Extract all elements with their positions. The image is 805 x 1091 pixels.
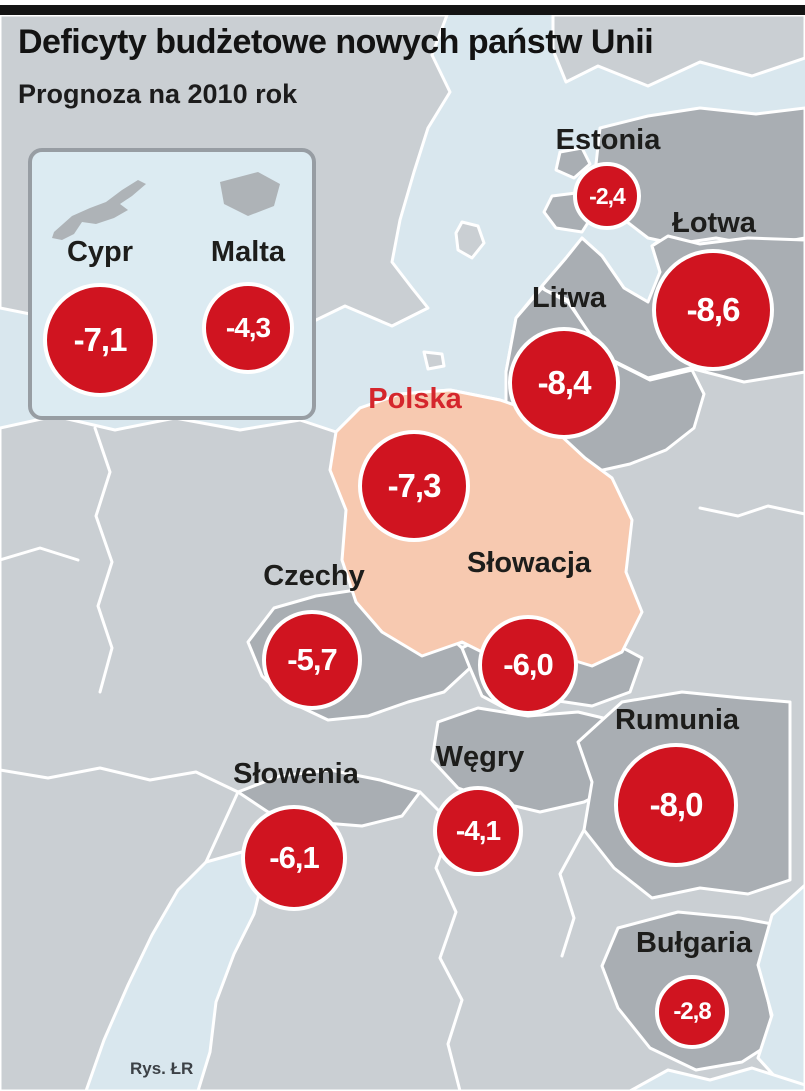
deficit-bubble-polska: -7,3 <box>358 430 470 542</box>
aegean-sea <box>628 1066 805 1091</box>
finland-land <box>551 13 805 88</box>
infographic-title: Deficyty budżetowe nowych państw Unii <box>18 23 654 61</box>
deficit-value-polska: -7,3 <box>387 467 442 504</box>
deficit-bubble-czechy: -5,7 <box>262 610 362 710</box>
bornholm-island <box>422 350 446 371</box>
label-bulgaria: Bułgaria <box>635 927 753 959</box>
cyprus-shape <box>52 180 146 240</box>
deficit-value-wegry: -4,1 <box>455 815 501 846</box>
label-czechy: Czechy <box>263 560 365 592</box>
deficit-value-slowacja: -6,0 <box>503 647 553 682</box>
deficit-value-czechy: -5,7 <box>287 642 337 677</box>
deficit-bubble-rumunia: -8,0 <box>614 743 738 867</box>
label-slowenia: Słowenia <box>233 758 359 790</box>
black-sea <box>756 883 805 1091</box>
infographic-subtitle: Prognoza na 2010 rok <box>18 79 298 109</box>
deficit-value-cypr: -7,1 <box>73 321 128 358</box>
deficit-value-lotwa: -8,6 <box>686 291 741 328</box>
deficit-bubble-lotwa: -8,6 <box>652 249 774 371</box>
deficit-bubble-bulgaria: -2,8 <box>655 975 729 1049</box>
deficit-bubble-malta: -4,3 <box>202 282 294 374</box>
label-rumunia: Rumunia <box>614 704 740 736</box>
deficit-value-rumunia: -8,0 <box>649 786 704 823</box>
deficit-value-litwa: -8,4 <box>537 364 592 401</box>
deficit-bubble-slowenia: -6,1 <box>241 805 347 911</box>
deficit-value-malta: -4,3 <box>225 312 271 343</box>
deficit-bubble-wegry: -4,1 <box>433 786 523 876</box>
gotland-island <box>454 220 486 260</box>
label-cypr: Cypr <box>66 236 134 268</box>
label-slowacja: Słowacja <box>466 547 592 579</box>
deficit-bubble-estonia: -2,4 <box>573 162 641 230</box>
malta-shape <box>220 172 280 216</box>
label-estonia: Estonia <box>555 124 661 156</box>
deficit-value-estonia: -2,4 <box>589 182 626 209</box>
adriatic-sea <box>84 850 266 1091</box>
label-malta: Malta <box>210 236 286 268</box>
deficit-bubble-cypr: -7,1 <box>43 283 157 397</box>
label-wegry: Węgry <box>435 741 525 773</box>
label-litwa: Litwa <box>531 282 607 314</box>
label-lotwa: Łotwa <box>672 207 756 239</box>
label-polska: Polska <box>368 383 462 415</box>
deficit-bubble-litwa: -8,4 <box>508 327 620 439</box>
top-rule-bar <box>0 5 805 15</box>
inset-map <box>52 172 280 240</box>
deficit-bubble-slowacja: -6,0 <box>478 615 578 715</box>
author-credit: Rys. ŁR <box>130 1059 194 1078</box>
deficit-value-bulgaria: -2,8 <box>673 998 711 1025</box>
deficit-value-slowenia: -6,1 <box>269 840 319 875</box>
